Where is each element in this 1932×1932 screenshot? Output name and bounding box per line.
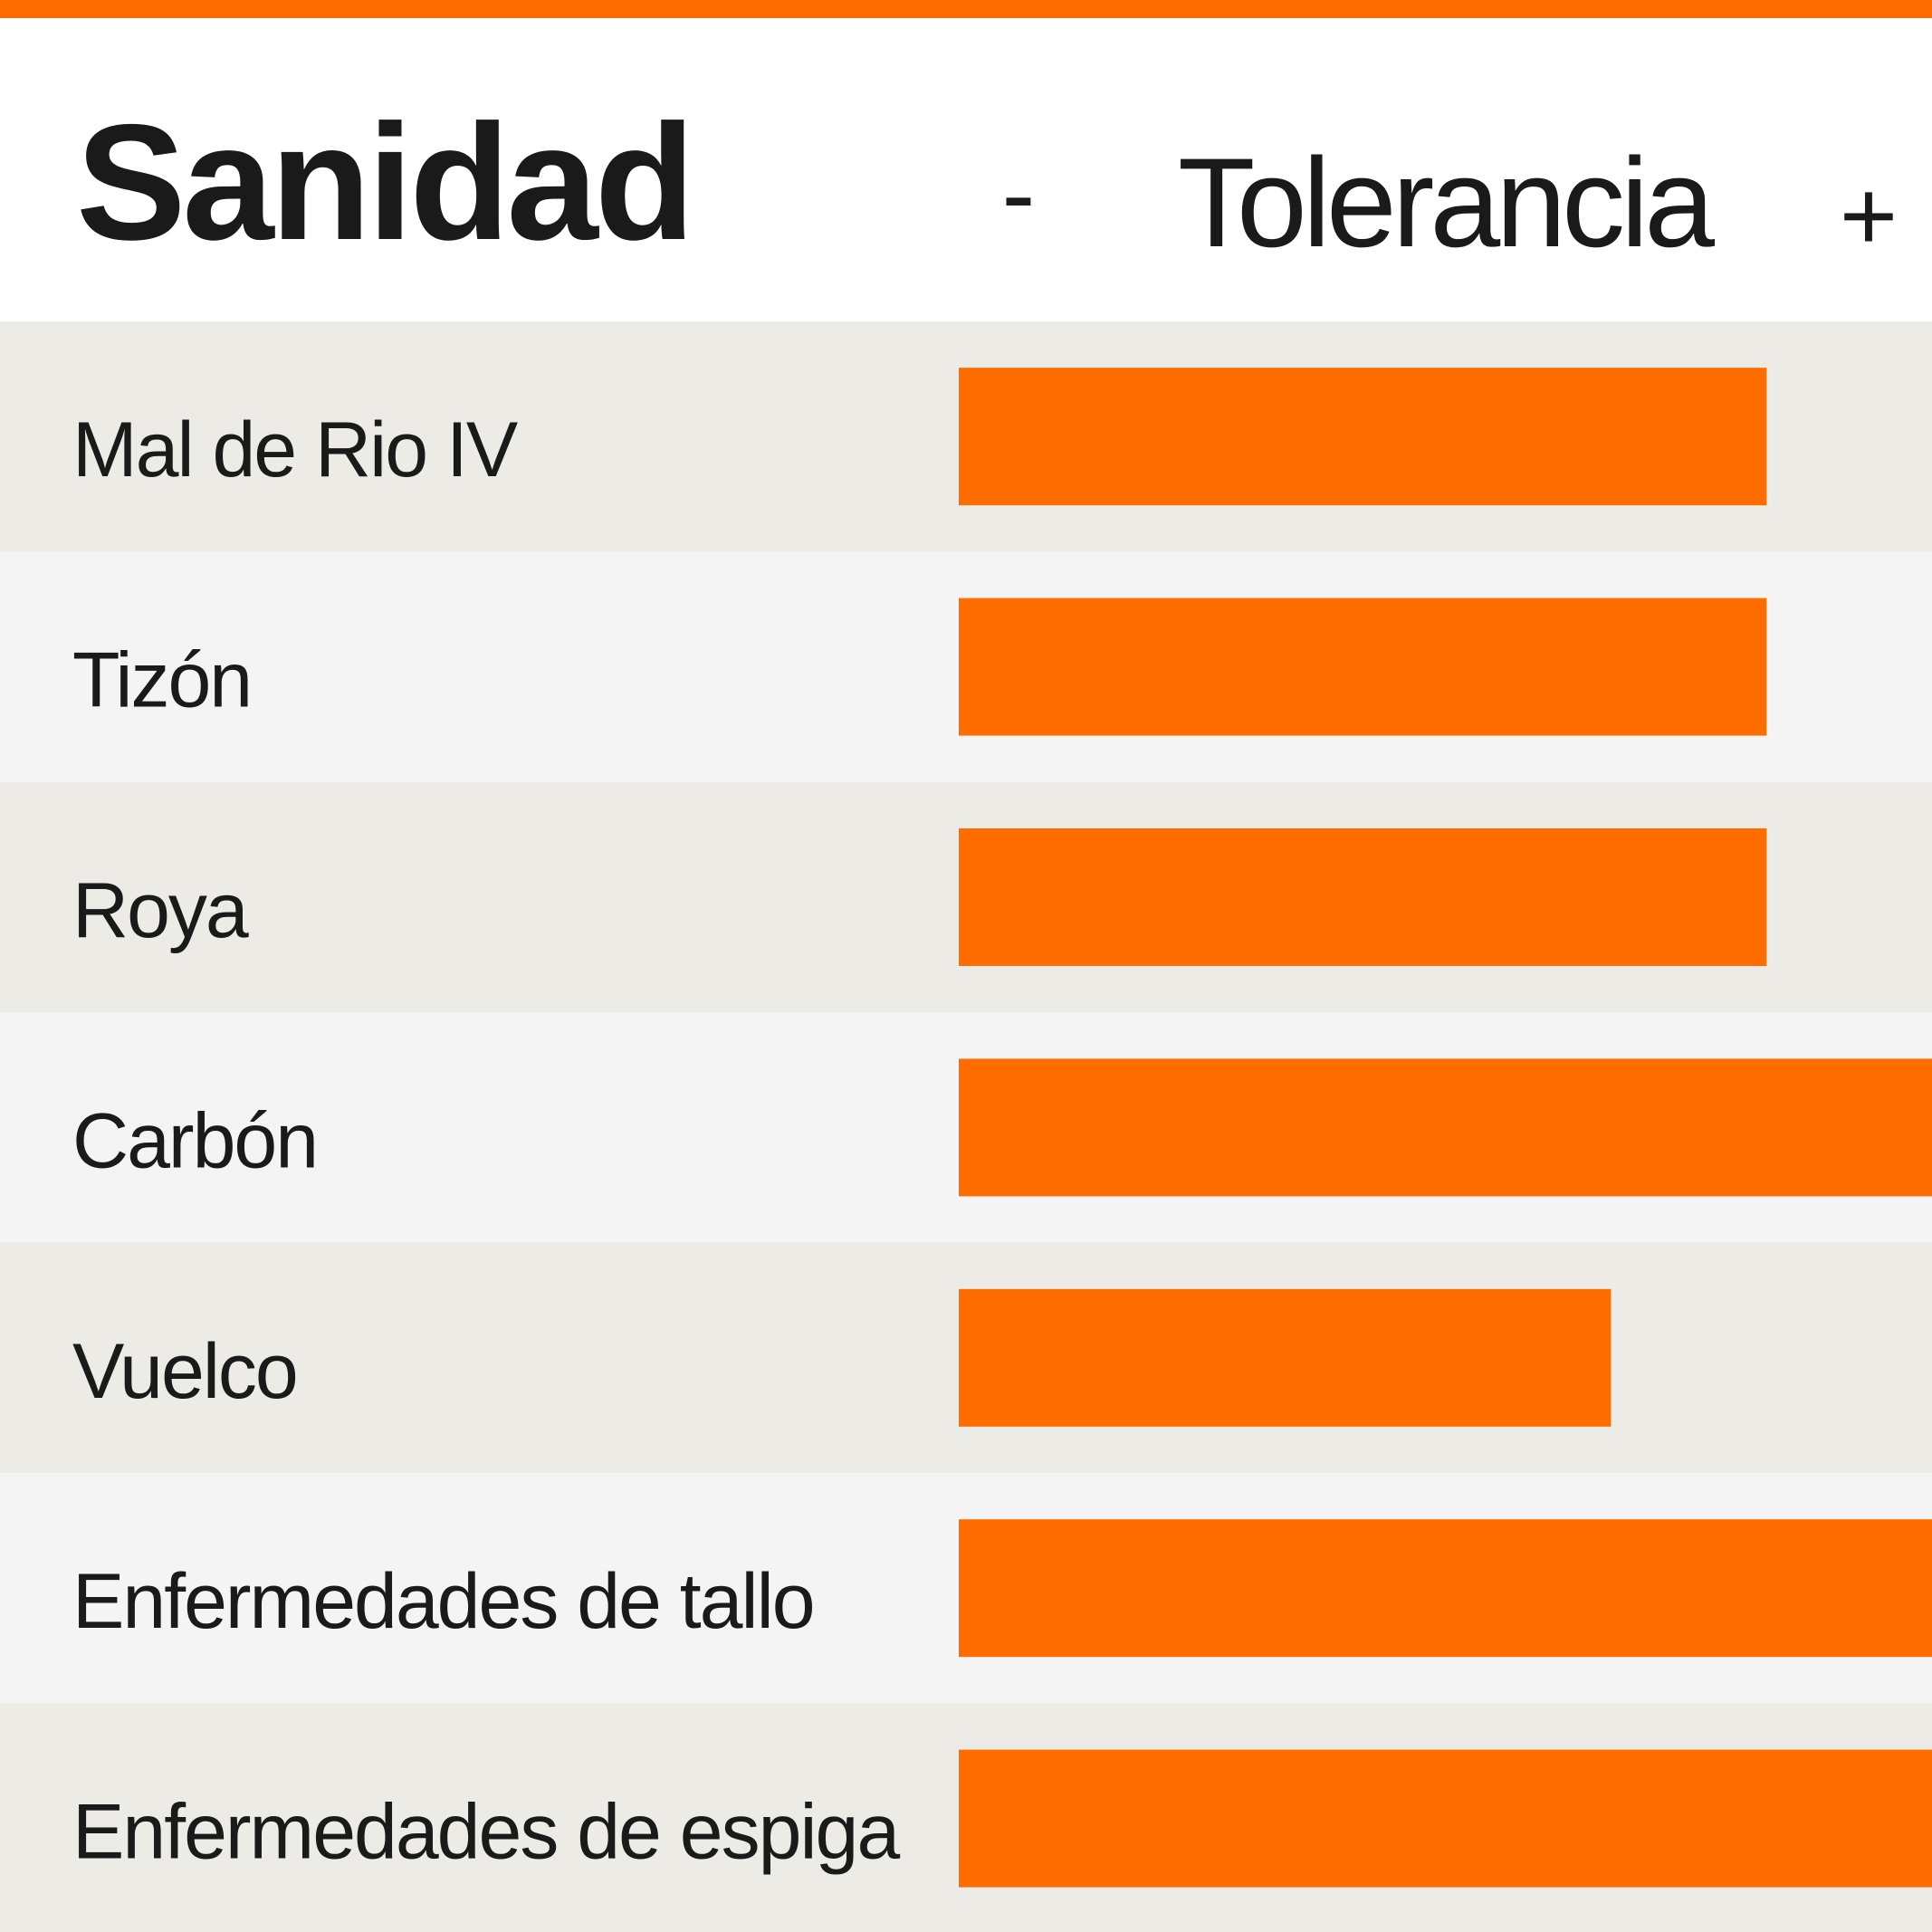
tolerance-bar (959, 1058, 1932, 1197)
axis-max-label: + (1840, 160, 1898, 272)
category-label: Carbón (72, 1097, 317, 1184)
tolerance-bar (959, 1519, 1932, 1658)
tolerance-bar (959, 368, 1767, 506)
category-label: Enfermedades de espiga (72, 1789, 900, 1876)
tolerance-bar (959, 598, 1767, 736)
chart-title: Sanidad (76, 90, 692, 274)
category-label: Roya (72, 867, 249, 954)
tolerance-bar (959, 1288, 1612, 1427)
tolerance-bar (959, 1749, 1932, 1888)
top-accent-line (0, 0, 1932, 18)
category-label: Tizón (72, 637, 251, 724)
axis-label: Tolerancia (1178, 131, 1715, 273)
category-label: Vuelco (72, 1328, 297, 1415)
chart-rows: Mal de Rio IV Tizón Roya Carbón Vuelco Enferm… (0, 321, 1932, 1932)
category-label: Enfermedades de tallo (72, 1558, 814, 1645)
category-label: Mal de Rio IV (72, 406, 518, 493)
axis-min-label: - (1002, 139, 1036, 250)
tolerance-bar (959, 828, 1767, 966)
